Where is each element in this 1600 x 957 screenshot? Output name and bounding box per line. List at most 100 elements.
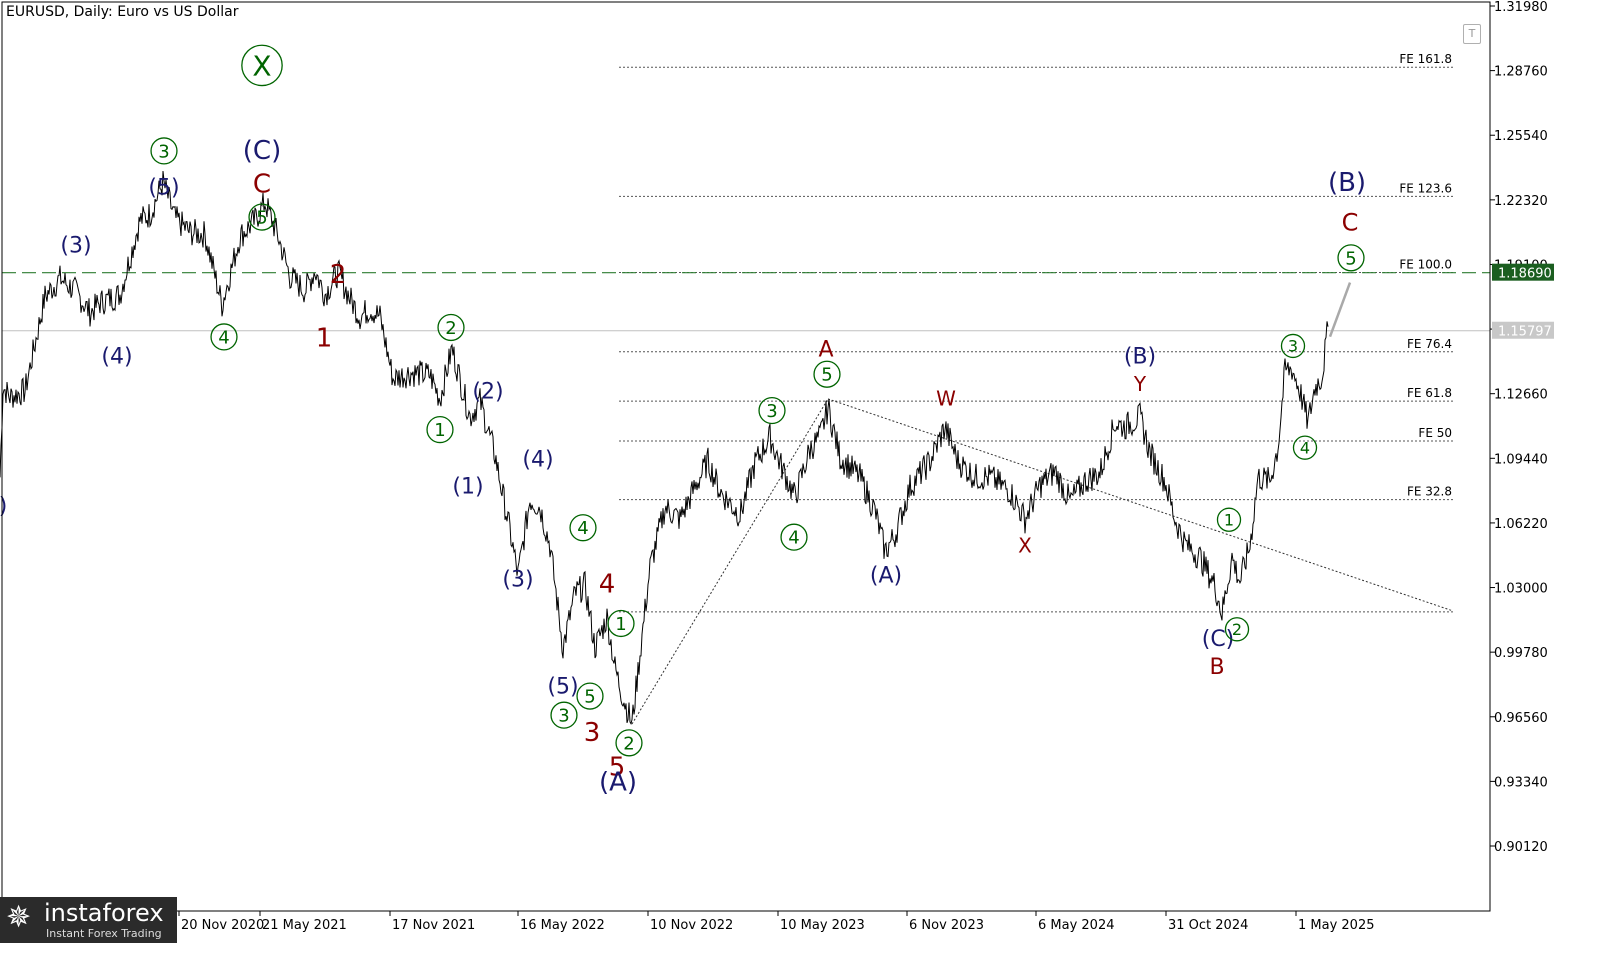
y-tick-label: 1.28760 [1494, 65, 1548, 80]
y-tick-label: 1.03000 [1494, 582, 1548, 597]
wave-label: 4 [599, 569, 616, 599]
y-tick-label: 0.93340 [1494, 775, 1548, 790]
fib-label: FE 123.6 [1399, 181, 1452, 195]
wave-label: X [252, 49, 271, 82]
toggle-button[interactable]: T [1463, 24, 1481, 44]
wave-label: 4 [1300, 438, 1310, 457]
fib-label: FE 161.8 [1399, 52, 1452, 66]
wave-label-circle [1224, 617, 1250, 642]
wave-label: (5) [148, 175, 179, 200]
trendline [631, 398, 829, 725]
wave-label: C [253, 170, 271, 200]
target-price-tag-bg [1492, 263, 1554, 281]
current-price-tag: 1.15797 [1498, 325, 1552, 340]
wave-label: 3 [766, 401, 777, 422]
wave-label-circle [758, 396, 786, 425]
wave-label: 5 [584, 687, 595, 708]
wave-label: (4) [522, 448, 553, 473]
wave-label: (1) [452, 475, 483, 500]
wave-label: 2 [445, 318, 456, 339]
y-tick-label: 1.25540 [1494, 129, 1548, 144]
fib-label: FE 32.8 [1407, 485, 1452, 499]
wave-labels: X(C)C53(5)(3)(4)421 2(2)1(4)(1)4(3) 41(5) 5… [0, 44, 1366, 798]
y-tick-label: 0.96560 [1494, 711, 1548, 726]
wave-label: 3 [158, 141, 169, 162]
plot-frame [1, 1, 1491, 912]
wave-label: 5 [256, 208, 267, 229]
wave-label: C [1342, 208, 1359, 236]
wave-label: 3 [558, 706, 569, 727]
y-tick-label: 0.99780 [1494, 646, 1548, 661]
x-tick-label: 1 May 2025 [1298, 918, 1375, 933]
wave-label: (5) [547, 674, 578, 699]
wave-label: B [1209, 655, 1224, 680]
wave-label: 2 [330, 260, 347, 290]
y-tick-label: 1.09440 [1494, 452, 1548, 467]
y-tick-label: 1.22320 [1494, 194, 1548, 209]
wave-label: (2) [472, 380, 503, 405]
wave-label: (4) [101, 344, 132, 369]
x-tick-label: 17 Nov 2021 [392, 918, 475, 933]
wave-label: A [818, 337, 833, 362]
trendline [827, 398, 1453, 612]
wave-label: X [1018, 533, 1032, 557]
wave-label-circle [210, 323, 238, 351]
wave-label-circle [1216, 507, 1242, 532]
y-tick-label: 1.31980 [1494, 0, 1548, 15]
wave-label: (C) [1202, 627, 1235, 652]
target-price-tag: 1.18690 [1498, 267, 1552, 282]
wave-label: (3) [502, 568, 533, 593]
wave-label: (B) [1328, 168, 1366, 198]
fibonacci-levels: FE 161.8 FE 123.6 FE 100.0 FE 76.4 FE 61.8 FE… [619, 52, 1453, 613]
x-tick-label: 16 May 2022 [520, 918, 605, 933]
wave-label-circle [437, 313, 465, 342]
logo-tagline: Instant Forex Trading [46, 927, 162, 940]
wave-label-circle [813, 360, 841, 388]
x-tick-label: 20 Nov 2020 [181, 918, 264, 933]
axes: 1.319801.287601.255401.223201.191001.158… [1, 0, 1554, 933]
wave-label: (A) [870, 564, 902, 589]
fib-label: FE 100.0 [1399, 257, 1452, 271]
forecast-line [1328, 282, 1352, 338]
wave-label-circle [569, 514, 597, 542]
wave-label: 4 [577, 518, 588, 539]
wave-label: 3 [584, 718, 601, 748]
wave-label: (3) [60, 234, 91, 259]
horizontal-lines [2, 272, 1490, 332]
wave-label: (A) [599, 768, 637, 798]
chart-title: EURUSD, Daily: Euro vs US Dollar [6, 4, 239, 20]
x-tick-label: 6 May 2024 [1038, 918, 1115, 933]
wave-label: Y [1133, 372, 1147, 396]
fib-label: FE 50 [1418, 426, 1452, 440]
wave-label-circle [615, 729, 643, 757]
globe-icon: ✵ [6, 900, 32, 935]
wave-label: (B) [1124, 344, 1156, 369]
trendlines [631, 398, 1453, 725]
wave-label: 2 [623, 733, 634, 754]
wave-label-circle [241, 44, 283, 87]
wave-label: 1 [615, 614, 626, 635]
x-tick-label: 10 May 2023 [780, 918, 865, 933]
x-tick-label: 21 May 2021 [262, 918, 347, 933]
wave-label: (C) [243, 136, 281, 166]
wave-label: 4 [788, 528, 799, 549]
wave-label-circle [1337, 244, 1365, 272]
wave-label: W [936, 387, 956, 411]
wave-label-circle [1280, 333, 1306, 359]
wave-label-circle [426, 416, 454, 444]
wave-label: ) [0, 494, 7, 519]
wave-label: 1 [316, 323, 333, 353]
instaforex-logo: ✵ instaforex Instant Forex Trading [0, 897, 177, 943]
logo-name: instaforex [44, 899, 164, 927]
wave-label: 5 [609, 752, 626, 782]
wave-label-circle [576, 682, 604, 710]
wave-label: 3 [1288, 337, 1298, 356]
fib-label: FE 61.8 [1407, 386, 1452, 400]
wave-label: 5 [1345, 248, 1356, 269]
wave-label-circle [150, 137, 178, 165]
wave-label: 1 [1224, 510, 1234, 529]
price-line [0, 170, 1329, 726]
wave-label: 4 [218, 327, 229, 348]
wave-label-circle [550, 701, 578, 729]
